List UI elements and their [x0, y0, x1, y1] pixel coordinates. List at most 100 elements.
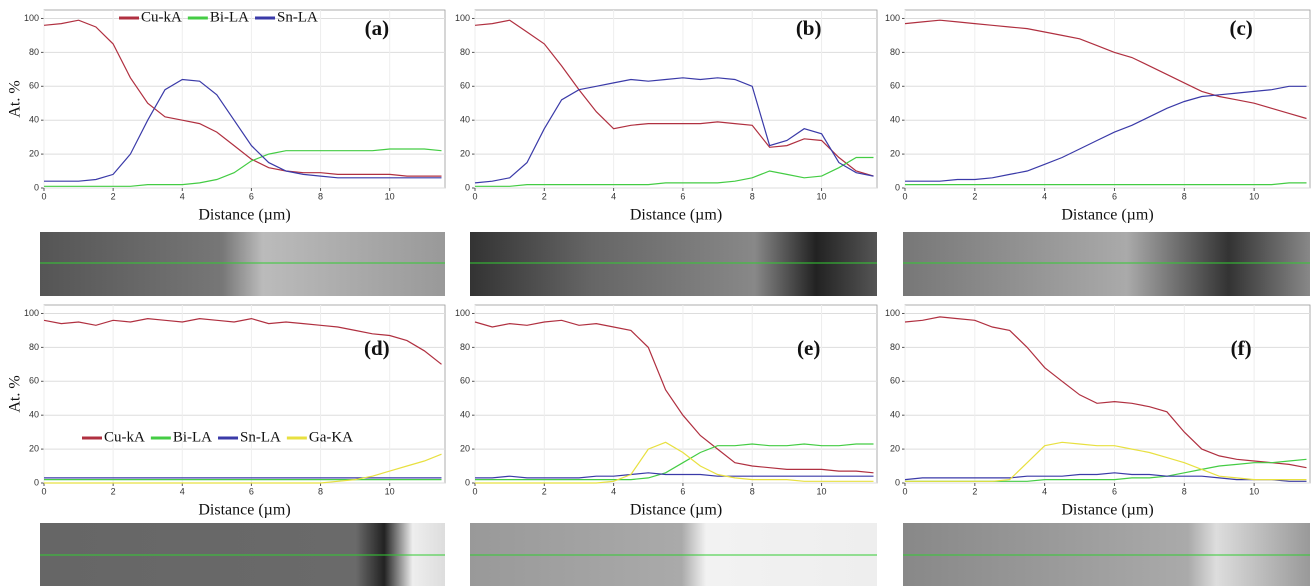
plot-area [43, 9, 446, 189]
x-tick-label: 6 [1112, 486, 1117, 496]
legend-label: Cu-kA [104, 429, 145, 445]
x-tick-label: 2 [542, 191, 547, 201]
y-tick-label: 100 [885, 13, 900, 23]
data-line [44, 78, 442, 182]
x-tick-label: 8 [318, 486, 323, 496]
y-tick-label: 80 [890, 47, 900, 57]
x-axis-label: Distance (µm) [1061, 502, 1153, 519]
y-tick-label: 20 [890, 443, 900, 453]
y-tick-label: 40 [29, 410, 39, 420]
y-tick-label: 40 [890, 410, 900, 420]
panel-label: (a) [365, 16, 390, 40]
plot-area [43, 304, 446, 484]
x-tick-label: 0 [472, 191, 477, 201]
data-line [43, 19, 442, 177]
panel-label: (e) [797, 336, 820, 360]
y-tick-label: 20 [460, 443, 470, 453]
x-tick-label: 0 [472, 486, 477, 496]
x-tick-label: 2 [972, 486, 977, 496]
y-tick-label: 80 [29, 47, 39, 57]
y-tick-label: 80 [460, 342, 470, 352]
x-tick-label: 2 [111, 191, 116, 201]
y-tick-label: 0 [895, 182, 900, 192]
y-tick-label: 100 [24, 308, 39, 318]
y-tick-label: 40 [460, 115, 470, 125]
data-line [44, 453, 442, 484]
plot-area [474, 304, 878, 484]
panel-label: (c) [1229, 16, 1252, 40]
x-tick-label: 2 [972, 191, 977, 201]
y-tick-label: 60 [29, 376, 39, 386]
legend-label: Cu-kA [141, 9, 182, 25]
x-tick-label: 8 [1182, 191, 1187, 201]
x-tick-label: 6 [680, 191, 685, 201]
y-tick-label: 0 [34, 182, 39, 192]
data-line [905, 441, 1307, 482]
y-tick-label: 60 [29, 81, 39, 91]
data-line [44, 148, 442, 187]
x-axis-label: Distance (µm) [630, 502, 722, 519]
x-tick-label: 8 [750, 191, 755, 201]
data-line [475, 472, 874, 479]
x-tick-label: 4 [611, 486, 616, 496]
x-tick-label: 10 [385, 486, 395, 496]
micrographs [40, 232, 1310, 586]
x-tick-label: 6 [1112, 191, 1117, 201]
data-line [43, 317, 442, 365]
y-tick-label: 20 [460, 148, 470, 158]
data-line [474, 319, 874, 474]
panel-label: (b) [796, 16, 822, 40]
sem-image [470, 232, 877, 296]
data-line [475, 156, 874, 187]
data-line [475, 443, 874, 481]
data-line [474, 19, 874, 177]
x-tick-label: 10 [817, 486, 827, 496]
plot-area [904, 9, 1311, 189]
y-axis-label: At. % [7, 375, 24, 412]
x-tick-label: 0 [41, 191, 46, 201]
data-line [475, 441, 874, 484]
legend-label: Bi-LA [210, 9, 249, 25]
x-tick-label: 2 [111, 486, 116, 496]
legend-label: Bi-LA [173, 429, 212, 445]
y-tick-label: 100 [455, 308, 470, 318]
y-tick-label: 40 [890, 115, 900, 125]
y-tick-label: 0 [895, 477, 900, 487]
x-tick-label: 6 [249, 191, 254, 201]
y-tick-label: 40 [29, 115, 39, 125]
x-tick-label: 0 [902, 486, 907, 496]
y-tick-label: 0 [34, 477, 39, 487]
x-tick-label: 10 [1249, 191, 1259, 201]
data-line [474, 77, 874, 184]
legend-label: Sn-LA [277, 9, 318, 25]
x-tick-label: 4 [1042, 486, 1047, 496]
y-tick-label: 80 [460, 47, 470, 57]
y-tick-label: 100 [24, 13, 39, 23]
x-tick-label: 0 [902, 191, 907, 201]
x-tick-label: 4 [180, 486, 185, 496]
x-tick-label: 10 [385, 191, 395, 201]
y-tick-label: 100 [885, 308, 900, 318]
x-tick-label: 6 [249, 486, 254, 496]
y-tick-label: 60 [460, 81, 470, 91]
data-line [904, 19, 1307, 120]
x-tick-label: 4 [611, 191, 616, 201]
x-tick-label: 4 [180, 191, 185, 201]
x-axis-label: Distance (µm) [1061, 207, 1153, 224]
data-line [904, 472, 1307, 482]
x-tick-label: 6 [680, 486, 685, 496]
y-tick-label: 40 [460, 410, 470, 420]
legend-label: Sn-LA [240, 429, 281, 445]
sem-image [903, 232, 1310, 296]
data-line [905, 182, 1307, 186]
x-tick-label: 10 [817, 191, 827, 201]
legend-label: Ga-KA [309, 429, 353, 445]
x-axis-label: Distance (µm) [630, 207, 722, 224]
y-tick-label: 60 [460, 376, 470, 386]
plot-area [474, 9, 878, 189]
panel-label: (f) [1231, 336, 1252, 360]
plot-area [904, 304, 1311, 484]
sem-image [40, 232, 445, 296]
y-tick-label: 0 [465, 477, 470, 487]
